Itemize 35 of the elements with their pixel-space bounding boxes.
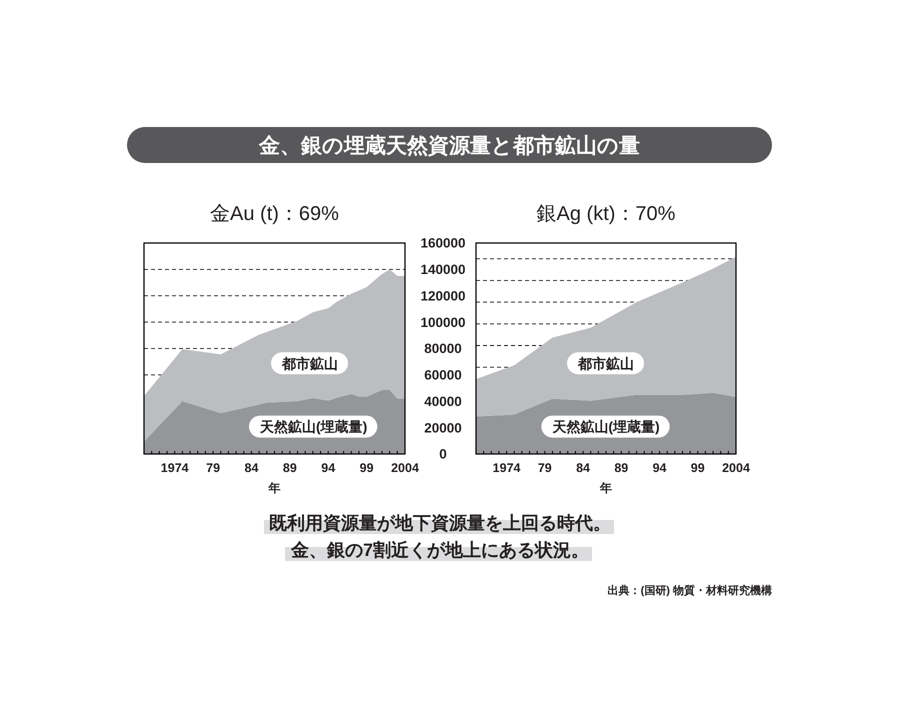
x-tick-label: 99	[690, 461, 705, 475]
y-tick-label: 140000	[420, 262, 466, 278]
series-label: 都市鉱山	[280, 355, 338, 372]
y-tick-label: 0	[439, 446, 447, 462]
x-tick-label: 89	[614, 461, 628, 475]
series-label: 天然鉱山(埋蔵量)	[258, 418, 368, 435]
series-label: 天然鉱山(埋蔵量)	[551, 418, 660, 435]
x-tick-label: 84	[576, 461, 590, 475]
text: 金、銀の埋蔵天然資源量と都市鉱山の量	[258, 134, 640, 158]
x-tick-label: 79	[206, 461, 220, 475]
x-tick-label: 94	[321, 461, 336, 475]
y-tick-label: 120000	[420, 288, 466, 304]
x-axis-title: 年	[268, 481, 280, 495]
x-axis-title: 年	[599, 481, 612, 495]
text: 金、銀の7割近くが地上にある状況。	[290, 540, 590, 560]
y-tick-label: 100000	[420, 314, 466, 330]
text: 既利用資源量が地下資源量を上回る時代。	[269, 513, 611, 533]
x-tick-label: 99	[360, 461, 374, 475]
y-tick-label: 80000	[424, 341, 462, 356]
x-tick-label: 94	[652, 461, 667, 475]
x-tick-label: 79	[538, 461, 552, 475]
x-tick-label: 89	[282, 461, 297, 475]
source-note: 出典：(国研) 物質・材料研究機構	[608, 584, 772, 597]
y-tick-label: 160000	[420, 236, 466, 251]
x-tick-label: 1974	[160, 461, 189, 475]
x-tick-label: 84	[244, 461, 258, 475]
x-tick-label: 2004	[722, 461, 750, 475]
chart-title: 金Au (t)：69%	[210, 203, 340, 225]
x-tick-label: 1974	[492, 461, 521, 475]
y-tick-label: 20000	[424, 420, 462, 436]
y-tick-label: 40000	[424, 394, 462, 409]
x-tick-label: 2004	[391, 461, 419, 475]
series-label: 都市鉱山	[577, 355, 634, 372]
chart-title: 銀Ag (kt)：70%	[536, 203, 676, 225]
y-tick-label: 60000	[424, 368, 462, 383]
